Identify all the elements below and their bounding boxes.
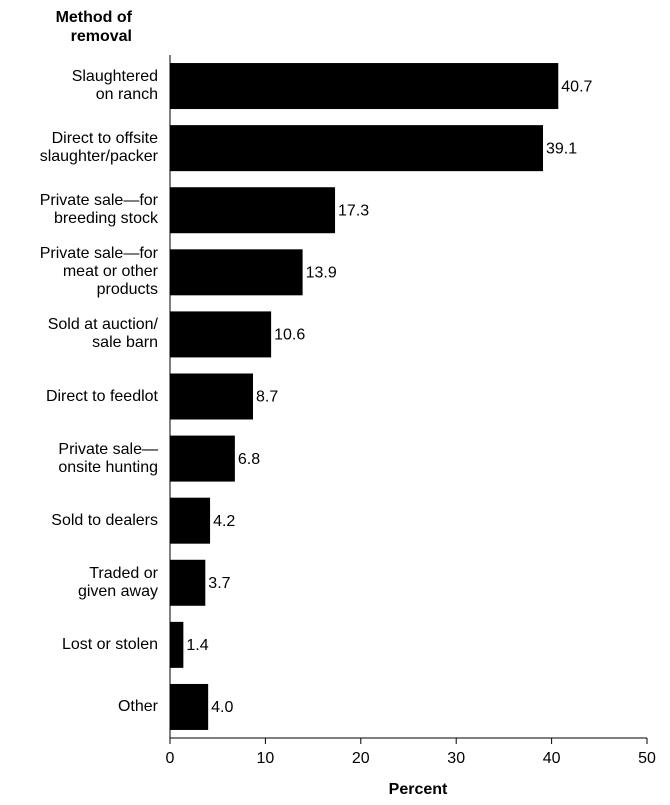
bar — [170, 311, 272, 358]
bar — [170, 435, 235, 482]
value-label: 1.4 — [186, 637, 208, 654]
x-tick-label: 10 — [257, 750, 275, 767]
x-axis-title: Percent — [389, 781, 448, 798]
bar — [170, 63, 559, 110]
y-tick-label: Other — [117, 697, 158, 715]
bar — [170, 373, 253, 420]
value-label: 10.6 — [274, 327, 305, 344]
value-label: 3.7 — [208, 575, 230, 592]
value-label: 17.3 — [338, 202, 369, 219]
y-tick-label: Private sale—for breeding stock — [39, 192, 158, 228]
x-tick-label: 20 — [352, 750, 370, 767]
value-label: 39.1 — [546, 140, 577, 157]
x-tick-label: 40 — [543, 750, 561, 767]
bar — [170, 559, 206, 606]
value-label: 40.7 — [561, 78, 592, 95]
bar — [170, 621, 184, 668]
y-tick-label: Traded or given away — [77, 564, 158, 600]
x-tick-label: 30 — [447, 750, 465, 767]
bar — [170, 125, 544, 172]
value-label: 13.9 — [306, 265, 337, 282]
y-tick-label: Lost or stolen — [61, 635, 158, 653]
y-tick-label: Direct to offsite slaughter/packer — [39, 130, 158, 166]
bar — [170, 187, 336, 234]
y-axis-title: Method of removal — [55, 9, 132, 45]
y-tick-label: Private sale— onsite hunting — [58, 440, 158, 476]
x-tick-label: 50 — [638, 750, 656, 767]
value-label: 4.2 — [213, 513, 235, 530]
y-tick-label: Private sale—for meat or other products — [39, 245, 158, 299]
value-label: 8.7 — [256, 389, 278, 406]
value-label: 4.0 — [211, 699, 233, 716]
y-tick-label: Direct to feedlot — [45, 387, 158, 405]
bar — [170, 683, 209, 730]
y-tick-label: Sold at auction/ sale barn — [47, 316, 158, 352]
bar — [170, 249, 303, 296]
y-tick-label: Slaughtered on ranch — [71, 68, 158, 104]
y-tick-label: Sold to dealers — [51, 511, 158, 529]
x-tick-label: 0 — [166, 750, 175, 767]
bar — [170, 497, 211, 544]
value-label: 6.8 — [238, 451, 260, 468]
